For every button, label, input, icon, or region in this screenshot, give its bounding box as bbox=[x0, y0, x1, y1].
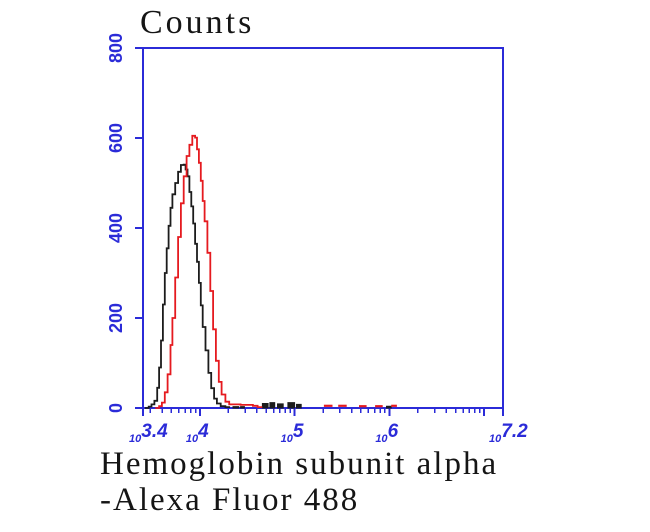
histogram-curve-control-black bbox=[144, 163, 231, 409]
y-tick-label: 600 bbox=[106, 123, 126, 153]
x-axis-label-line1: Hemoglobin subunit alpha bbox=[100, 446, 499, 482]
x-tick-label: 106 bbox=[375, 421, 398, 445]
y-axis-title: Counts bbox=[140, 4, 255, 41]
x-tick-label: 104 bbox=[186, 421, 209, 445]
histogram-curve-sample-red bbox=[155, 134, 263, 409]
x-axis-label-line2: -Alexa Fluor 488 bbox=[100, 482, 360, 518]
noise-mark-control-black bbox=[269, 402, 276, 409]
noise-mark-control-black bbox=[296, 403, 302, 409]
y-tick-label: 800 bbox=[106, 33, 126, 63]
noise-mark-control-black bbox=[261, 403, 269, 409]
noise-mark-control-black bbox=[386, 405, 392, 409]
noise-mark-control-black bbox=[287, 402, 296, 409]
x-tick-label: 103.4 bbox=[129, 421, 168, 445]
plot-frame bbox=[142, 47, 504, 409]
x-tick-label: 107.2 bbox=[489, 421, 528, 445]
noise-mark-control-black bbox=[277, 403, 284, 409]
noise-mark-control-black bbox=[232, 406, 240, 409]
x-tick-label: 105 bbox=[281, 421, 304, 445]
y-tick-label: 0 bbox=[106, 403, 126, 413]
y-tick-label: 400 bbox=[106, 213, 126, 243]
noise-mark-control-black bbox=[240, 406, 245, 409]
y-tick-label: 200 bbox=[106, 303, 126, 333]
